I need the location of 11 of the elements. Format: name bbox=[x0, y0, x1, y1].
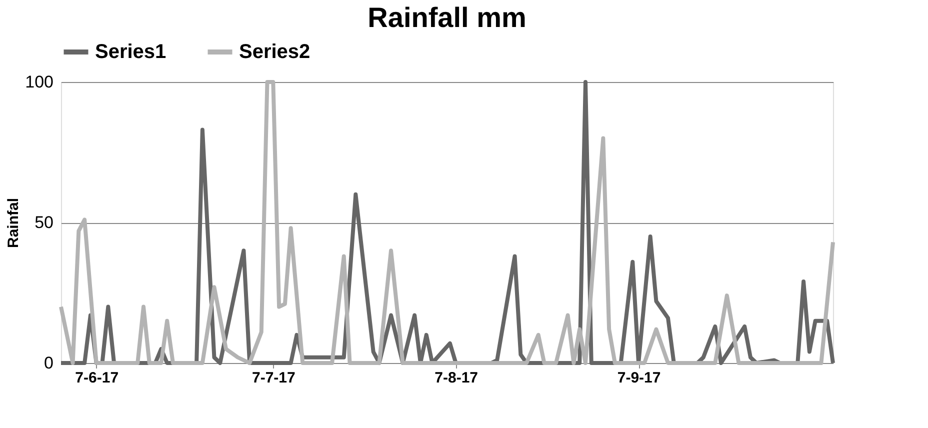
x-tick-label: 7-8-17 bbox=[434, 370, 478, 386]
x-tick-label: 7-6-17 bbox=[75, 370, 119, 386]
x-tick-label: 7-9-17 bbox=[617, 370, 661, 386]
y-axis-title: Rainfal bbox=[5, 198, 22, 248]
y-tick-label: 50 bbox=[34, 213, 54, 232]
y-tick-label: 100 bbox=[25, 72, 54, 92]
legend-label: Series2 bbox=[239, 41, 310, 63]
legend-label: Series1 bbox=[95, 41, 166, 63]
x-tick-label: 7-7-17 bbox=[252, 370, 296, 386]
chart-title: Rainfall mm bbox=[368, 2, 526, 33]
y-tick-label: 0 bbox=[44, 354, 54, 372]
